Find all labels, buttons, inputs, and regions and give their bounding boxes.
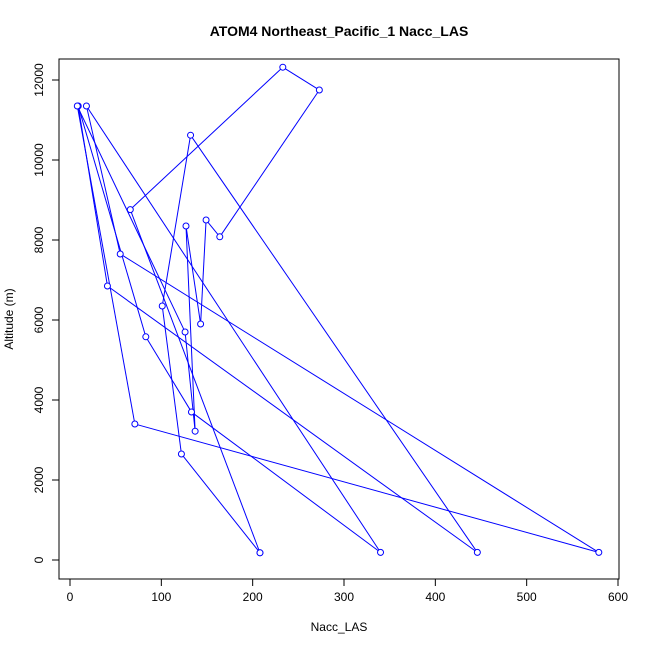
data-point	[181, 328, 189, 336]
x-tick-label: 400	[425, 590, 445, 604]
y-tick-label: 8000	[32, 226, 46, 253]
data-point	[191, 427, 199, 435]
y-tick-label: 2000	[32, 466, 46, 493]
y-axis-ticks: 0 2000 4000 6000 8000 10000 12000	[32, 63, 59, 563]
series-segment	[146, 339, 191, 410]
x-tick-label: 300	[334, 590, 354, 604]
series-segment	[78, 108, 185, 330]
data-point	[116, 250, 124, 258]
series-segment	[87, 108, 380, 551]
series-segment	[132, 68, 281, 208]
y-tick-label: 0	[32, 556, 46, 563]
x-tick-label: 200	[243, 590, 263, 604]
series-segment	[182, 456, 259, 551]
data-point	[131, 420, 139, 428]
x-tick-label: 100	[151, 590, 171, 604]
x-tick-label: 0	[67, 590, 74, 604]
series-segment	[200, 222, 207, 322]
series-segment	[191, 137, 477, 551]
series-segment	[285, 68, 318, 89]
data-point	[73, 102, 81, 110]
x-axis-ticks: 0 100 200 300 400 500 600	[67, 579, 628, 604]
data-point	[216, 233, 224, 241]
data-point	[187, 131, 195, 139]
plot-area-frame	[58, 58, 620, 580]
series-segment	[185, 228, 196, 429]
series-segment	[193, 413, 379, 552]
data-point	[82, 102, 90, 110]
series-segment	[185, 228, 201, 322]
series-segment	[77, 108, 135, 422]
data-series	[73, 63, 603, 557]
data-point	[202, 216, 210, 224]
series-segment	[130, 212, 260, 551]
series-segment	[221, 92, 319, 235]
x-axis-label: Nacc_LAS	[311, 620, 368, 634]
data-point	[256, 549, 264, 557]
y-tick-label: 6000	[32, 306, 46, 333]
data-point	[126, 206, 134, 214]
data-point	[197, 320, 205, 328]
series-segment	[78, 108, 146, 335]
data-point	[595, 548, 603, 556]
chart-title: ATOM4 Northeast_Pacific_1 Nacc_LAS	[210, 23, 469, 39]
data-point	[377, 548, 385, 556]
x-tick-label: 500	[517, 590, 537, 604]
y-axis-label: Altitude (m)	[2, 288, 16, 349]
data-point	[142, 333, 150, 341]
data-point	[279, 63, 287, 71]
data-point	[182, 222, 190, 230]
series-segment	[207, 222, 219, 235]
series-segment	[162, 138, 191, 304]
data-point	[315, 86, 323, 94]
series-segment	[137, 424, 597, 553]
x-tick-label: 600	[608, 590, 628, 604]
y-tick-label: 4000	[32, 386, 46, 413]
data-point	[187, 408, 195, 416]
data-point	[103, 282, 111, 290]
y-tick-label: 12000	[32, 63, 46, 97]
data-point	[473, 548, 481, 556]
series-segment	[86, 108, 121, 252]
data-point	[177, 450, 185, 458]
data-point	[158, 302, 166, 310]
y-tick-label: 10000	[32, 143, 46, 177]
